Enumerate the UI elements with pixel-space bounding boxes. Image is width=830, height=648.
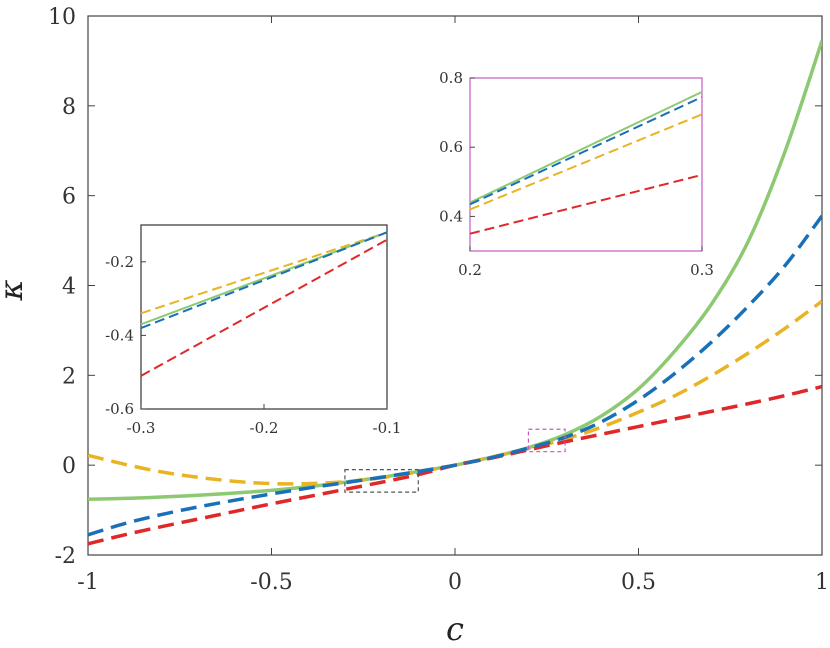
inset-left-x-tick-label: -0.1 <box>373 419 402 437</box>
inset-right-series-blue <box>469 96 703 206</box>
inset-left-y-tick-label: -0.4 <box>105 326 134 344</box>
y-tick-label: 0 <box>62 454 76 479</box>
x-tick-label: 1 <box>815 570 829 595</box>
inset-left-x-tick-label: -0.3 <box>127 419 156 437</box>
y-tick-label: 10 <box>48 5 76 30</box>
inset-left-series-red <box>140 238 388 377</box>
inset-right-y-tick-label: 0.6 <box>439 138 463 156</box>
inset-right-y-tick-label: 0.4 <box>439 207 463 225</box>
x-axis-label: c <box>446 610 464 648</box>
inset-left-x-tick-label: -0.2 <box>250 419 279 437</box>
y-tick-label: -2 <box>55 544 76 569</box>
inset-left-series-yellow <box>140 231 388 315</box>
y-tick-label: 4 <box>62 275 76 300</box>
inset-right-series-green <box>469 90 703 204</box>
inset-left-series-green <box>140 231 388 326</box>
inset-right-x-tick-label: 0.2 <box>458 261 482 279</box>
main-plot: -1 -0.5 0 0.5 1 -2 0 2 4 6 8 10 <box>48 5 829 595</box>
y-tick-label: 8 <box>62 95 76 120</box>
inset-left: -0.3 -0.2 -0.1 -0.2 -0.4 -0.6 <box>105 224 402 437</box>
series-line-blue <box>88 214 822 537</box>
y-tick-label: 2 <box>62 364 76 389</box>
inset-left-frame <box>140 224 388 410</box>
x-tick-label: 0.5 <box>621 570 656 595</box>
inset-right-x-tick-label: 0.3 <box>690 261 714 279</box>
y-tick-label: 6 <box>62 185 76 210</box>
inset-left-y-tick-label: -0.6 <box>105 400 134 418</box>
inset-left-y-tick-label: -0.2 <box>105 253 134 271</box>
inset-right-series-yellow <box>469 113 703 211</box>
x-tick-label: 0 <box>448 570 462 595</box>
x-tick-label: -0.5 <box>250 570 292 595</box>
inset-right-frame <box>469 77 703 252</box>
y-axis-label: κ <box>0 279 30 301</box>
inset-right: 0.2 0.3 0.8 0.6 0.4 <box>439 69 714 279</box>
zoom-box-right <box>527 428 566 453</box>
inset-left-series-blue <box>140 231 388 329</box>
inset-right-series-red <box>469 173 703 235</box>
zoom-box-left <box>344 469 419 493</box>
x-tick-label: -1 <box>77 570 98 595</box>
inset-right-y-tick-label: 0.8 <box>439 69 463 87</box>
